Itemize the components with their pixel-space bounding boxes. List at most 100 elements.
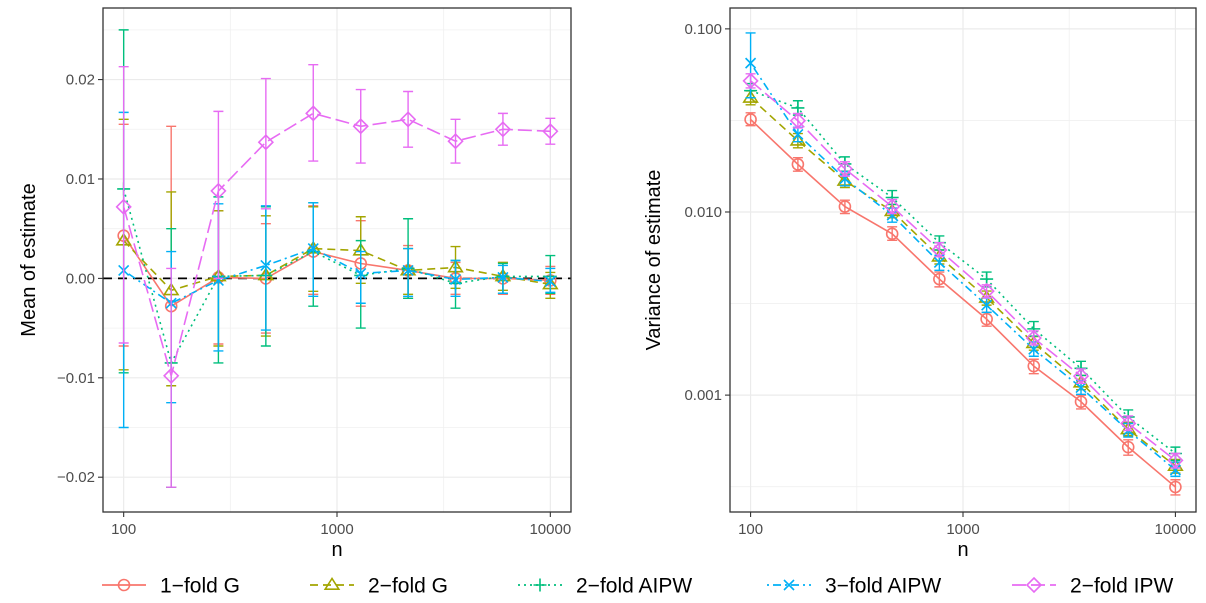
data-point — [933, 256, 945, 269]
error-bar — [403, 247, 414, 297]
y-tick-label: −0.01 — [57, 370, 95, 387]
data-point — [884, 198, 901, 215]
data-point — [980, 312, 993, 326]
data-point — [497, 271, 509, 283]
error-bar — [308, 63, 319, 162]
x-tick-label: 100 — [111, 521, 136, 538]
plot-area — [103, 29, 571, 488]
data-point — [210, 182, 227, 200]
data-point — [1074, 395, 1088, 409]
data-point — [1169, 464, 1181, 476]
data-point — [1075, 381, 1087, 394]
data-point — [839, 173, 851, 185]
data-point — [791, 158, 805, 171]
y-tick-label: 0.010 — [684, 204, 722, 221]
data-point — [307, 243, 319, 255]
data-point — [933, 272, 946, 286]
data-point — [836, 160, 854, 177]
y-tick-label: 0.100 — [684, 21, 722, 38]
series-line — [750, 80, 1176, 462]
series-2-fold-ipw — [115, 63, 559, 488]
data-point — [260, 259, 272, 272]
data-point — [789, 132, 807, 146]
series-1-fold-g — [744, 112, 1182, 496]
error-bar — [403, 90, 414, 148]
error-bar — [213, 110, 224, 280]
data-point — [1120, 415, 1137, 432]
y-tick-label: 0.001 — [684, 387, 722, 404]
y-axis-title: Variance of estimate — [643, 170, 665, 351]
data-point — [744, 113, 757, 126]
legend-key-marker — [1025, 576, 1043, 594]
data-point — [981, 299, 993, 311]
data-point — [542, 123, 559, 140]
data-point — [449, 273, 462, 285]
variance-panel: 100 1000 10000 0.001 0.010 0.100 n Variance of … — [643, 7, 1197, 561]
legend-label: 3−fold AIPW — [825, 575, 941, 598]
x-tick-label: 10000 — [529, 521, 571, 538]
error-bar — [497, 264, 508, 295]
data-point — [978, 282, 995, 300]
series-3-fold-aipw — [118, 111, 556, 429]
data-point — [791, 101, 805, 115]
x-tick-label: 100 — [738, 521, 763, 538]
legend-item-2-fold-ipw: 2−fold IPW — [1012, 575, 1173, 598]
legend-item-3-fold-aipw: 3−fold AIPW — [767, 575, 941, 598]
series-line — [122, 112, 551, 379]
series-2-fold-ipw — [742, 72, 1184, 469]
data-point — [305, 105, 322, 122]
series-line — [123, 247, 551, 305]
x-tick-label: 1000 — [946, 521, 979, 538]
data-point — [742, 72, 759, 90]
legend-key-marker — [323, 577, 341, 591]
data-point — [1121, 440, 1135, 454]
series-line — [122, 188, 551, 366]
data-point — [1072, 367, 1090, 385]
data-point — [745, 57, 757, 69]
data-point — [931, 241, 948, 259]
data-point — [115, 198, 132, 215]
plot-area — [742, 32, 1184, 496]
legend-key-marker — [783, 579, 795, 591]
data-point — [792, 128, 804, 141]
legend-key-marker — [533, 578, 547, 592]
legend-label: 2−fold IPW — [1070, 575, 1173, 598]
data-point — [1028, 343, 1040, 355]
data-point — [838, 200, 852, 213]
error-bar — [355, 250, 366, 304]
series-line — [750, 97, 1176, 467]
data-point — [402, 264, 414, 277]
legend-label: 1−fold G — [160, 575, 240, 598]
error-bar — [118, 65, 129, 344]
y-axis-title: Mean of estimate — [18, 183, 40, 336]
y-tick-label: 0.00 — [66, 270, 95, 287]
y-tick-label: 0.01 — [66, 171, 95, 188]
legend: 1−fold G 2−fold G 2−fold AIPW 3−fold AIPW 2−… — [102, 575, 1173, 598]
series-line — [750, 89, 1176, 455]
legend-item-2-fold-aipw: 2−fold AIPW — [518, 575, 692, 598]
data-point — [399, 111, 417, 128]
y-tick-label: 0.02 — [66, 72, 95, 89]
error-bar — [260, 77, 271, 210]
data-point — [886, 209, 898, 221]
x-axis-title: n — [957, 539, 968, 561]
series-line — [750, 118, 1176, 488]
data-point — [1027, 359, 1041, 373]
data-point — [789, 112, 807, 129]
data-point — [1167, 452, 1184, 469]
data-point — [447, 133, 464, 150]
x-tick-label: 10000 — [1155, 521, 1197, 538]
x-axis-title: n — [331, 539, 342, 561]
legend-label: 2−fold AIPW — [576, 575, 692, 598]
data-point — [544, 275, 556, 287]
data-point — [163, 367, 180, 384]
data-point — [742, 89, 759, 103]
data-point — [1025, 329, 1042, 347]
x-tick-label: 1000 — [320, 521, 353, 538]
data-point — [355, 267, 367, 279]
data-point — [494, 121, 512, 138]
legend-item-2-fold-g: 2−fold G — [310, 575, 448, 598]
mean-panel: 100 1000 10000 −0.02 −0.01 0.00 0.01 0.02 n Mean … — [18, 7, 572, 561]
data-point — [352, 118, 369, 135]
